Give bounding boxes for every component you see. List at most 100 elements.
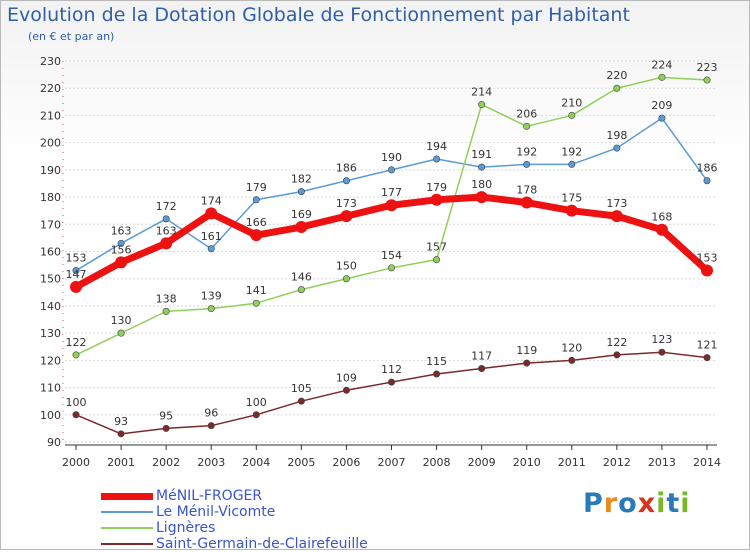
data-label: 119 <box>516 344 537 357</box>
y-tick-label: 110 <box>40 382 61 395</box>
x-tick-label: 2000 <box>62 456 90 469</box>
x-tick-label: 2013 <box>648 456 676 469</box>
data-label: 192 <box>561 145 582 158</box>
y-tick-label: 200 <box>40 137 61 150</box>
data-label: 156 <box>111 243 132 256</box>
data-point <box>117 239 125 247</box>
legend-swatch <box>101 543 153 545</box>
proxiti-logo: Proxiti <box>583 488 691 519</box>
x-tick-label: 2006 <box>332 456 360 469</box>
x-tick-label: 2014 <box>693 456 721 469</box>
data-point <box>115 256 128 269</box>
data-label: 210 <box>561 96 582 109</box>
data-point <box>478 101 486 109</box>
data-label: 173 <box>336 197 357 210</box>
data-point <box>162 307 170 315</box>
data-label: 223 <box>697 61 718 74</box>
data-point <box>297 286 305 294</box>
data-point <box>162 215 170 223</box>
data-label: 174 <box>201 194 222 207</box>
data-label: 153 <box>697 252 718 265</box>
data-point <box>430 193 443 206</box>
logo-letter: t <box>666 488 681 519</box>
data-label: 191 <box>471 148 492 161</box>
y-tick-label: 130 <box>40 327 61 340</box>
data-point <box>610 210 623 223</box>
data-label: 96 <box>204 407 218 420</box>
legend-label: Lignères <box>156 520 216 536</box>
data-label: 178 <box>516 184 537 197</box>
series-0 <box>70 191 713 293</box>
y-tick-label: 150 <box>40 273 61 286</box>
y-tick-label: 180 <box>40 191 61 204</box>
data-point <box>433 155 441 163</box>
data-label: 109 <box>336 371 357 384</box>
data-label: 206 <box>516 107 537 120</box>
data-point <box>342 177 350 185</box>
data-label: 169 <box>291 208 312 221</box>
data-point <box>613 144 621 152</box>
data-point <box>433 256 441 264</box>
x-tick-label: 2007 <box>378 456 406 469</box>
data-label: 117 <box>471 350 492 363</box>
data-label: 122 <box>606 336 627 349</box>
data-label: 168 <box>651 211 672 224</box>
data-point <box>387 264 395 272</box>
data-point <box>475 191 488 204</box>
data-point <box>385 199 398 212</box>
data-label: 186 <box>336 162 357 175</box>
legend-swatch <box>101 527 153 529</box>
series-2 <box>72 73 711 359</box>
y-tick-label: 220 <box>40 82 61 95</box>
data-point <box>613 351 621 359</box>
data-label: 186 <box>697 162 718 175</box>
x-tick-label: 2010 <box>513 456 541 469</box>
logo-letter: x <box>637 488 657 519</box>
data-label: 177 <box>381 186 402 199</box>
x-tick-label: 2003 <box>197 456 225 469</box>
y-tick-label: 190 <box>40 164 61 177</box>
y-tick-label: 160 <box>40 246 61 259</box>
data-point <box>72 411 80 419</box>
legend-label: MéNIL-FROGER <box>156 488 263 504</box>
data-point <box>655 223 668 236</box>
data-label: 175 <box>561 192 582 205</box>
legend-swatch <box>101 492 153 500</box>
data-point <box>252 196 260 204</box>
data-point <box>342 275 350 283</box>
x-tick-label: 2009 <box>468 456 496 469</box>
data-point <box>72 351 80 359</box>
x-tick-label: 2004 <box>242 456 270 469</box>
data-label: 121 <box>697 339 718 352</box>
data-label: 163 <box>111 224 132 237</box>
data-point <box>252 411 260 419</box>
logo-letter: r <box>603 488 619 519</box>
data-label: 112 <box>381 363 402 376</box>
data-point <box>703 76 711 84</box>
data-point <box>520 196 533 209</box>
data-point <box>387 378 395 386</box>
data-point <box>565 204 578 217</box>
data-label: 192 <box>516 145 537 158</box>
data-label: 146 <box>291 271 312 284</box>
series-3 <box>72 348 711 438</box>
data-label: 157 <box>426 241 447 254</box>
data-point <box>340 210 353 223</box>
data-point <box>250 229 263 242</box>
data-label: 209 <box>651 99 672 112</box>
data-label: 179 <box>246 181 267 194</box>
data-point <box>160 237 173 250</box>
data-label: 163 <box>156 224 177 237</box>
data-point <box>342 386 350 394</box>
data-label: 122 <box>66 336 87 349</box>
data-label: 182 <box>291 173 312 186</box>
data-point <box>658 114 666 122</box>
data-label: 179 <box>426 181 447 194</box>
data-label: 161 <box>201 230 222 243</box>
legend-label: Le Ménil-Vicomte <box>156 504 276 520</box>
data-label: 141 <box>246 284 267 297</box>
data-label: 190 <box>381 151 402 164</box>
data-point <box>478 365 486 373</box>
data-label: 123 <box>651 333 672 346</box>
